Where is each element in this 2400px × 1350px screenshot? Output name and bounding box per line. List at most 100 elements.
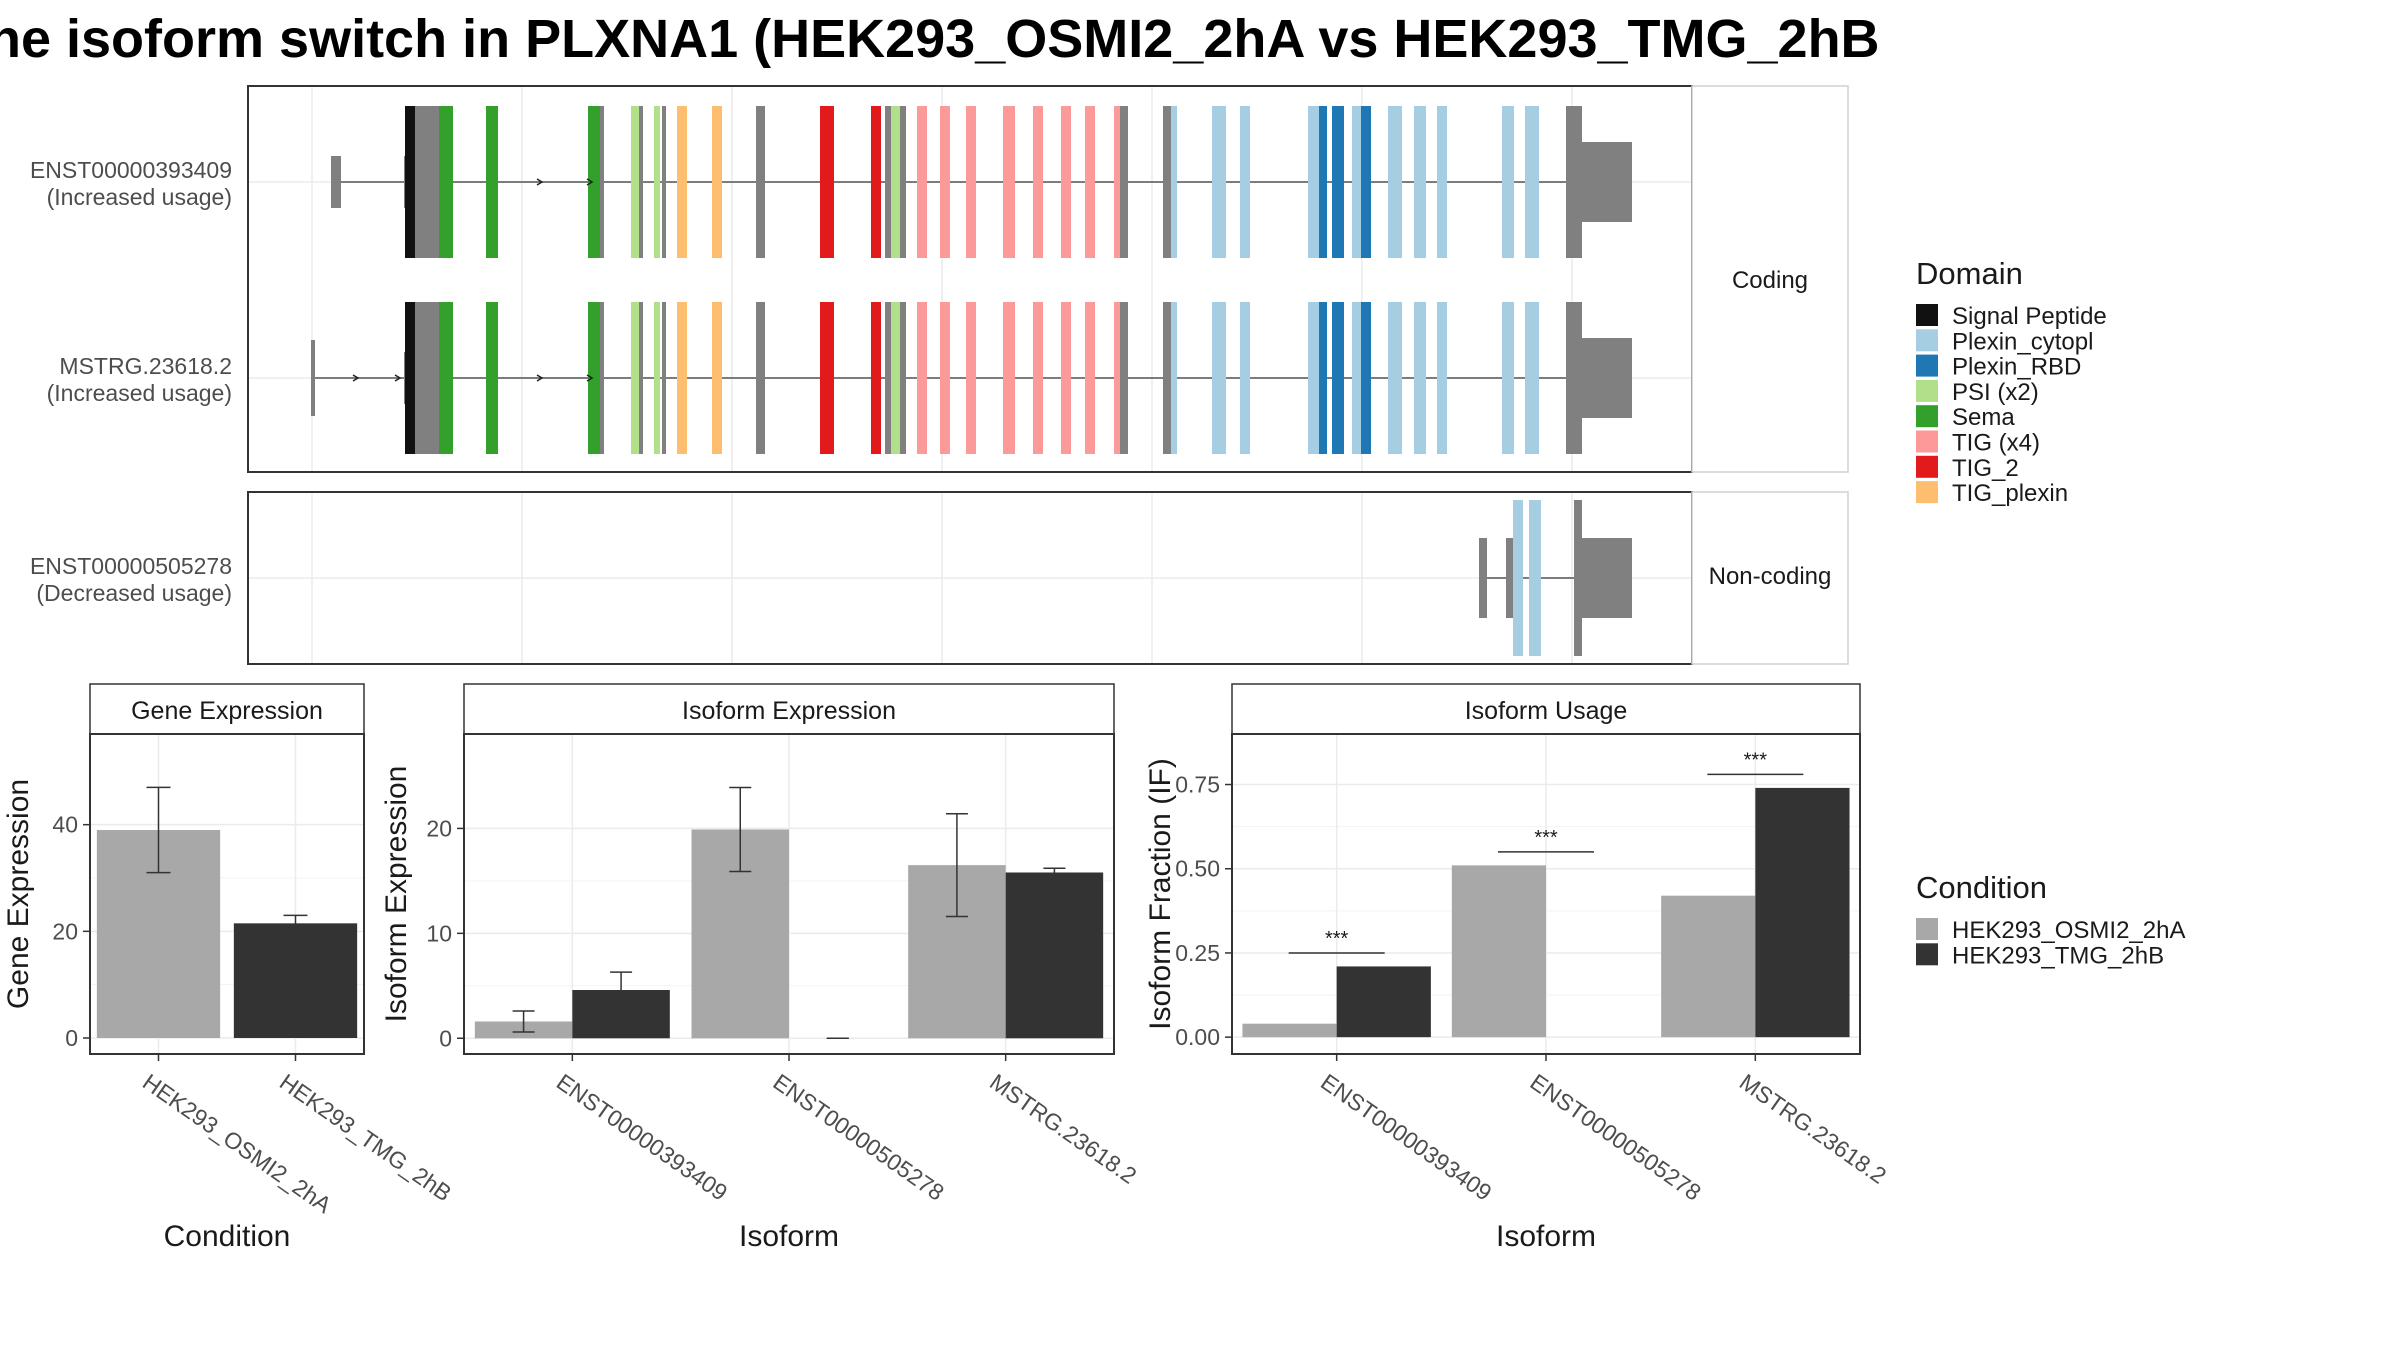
coding-exon <box>1033 106 1043 258</box>
significance-label: *** <box>1325 928 1349 950</box>
x-tick-label: MSTRG.23618.2 <box>1735 1069 1891 1189</box>
transcript-usage-label: (Increased usage) <box>47 184 232 210</box>
coding-exon <box>900 106 906 258</box>
transcript-id-label: ENST00000505278 <box>30 553 232 579</box>
coding-exon <box>588 106 600 258</box>
coding-exon <box>712 106 722 258</box>
coding-exon <box>1566 106 1576 258</box>
coding-exon <box>885 302 891 454</box>
coding-exon <box>1061 106 1071 258</box>
coding-exon <box>917 106 927 258</box>
coding-exon <box>1388 106 1402 258</box>
legend-label: TIG_2 <box>1952 455 2019 482</box>
coding-exon <box>1525 106 1539 258</box>
panel-border <box>89 733 365 1055</box>
coding-exon <box>662 302 666 454</box>
coding-exon <box>486 302 498 454</box>
coding-exon <box>1120 106 1128 258</box>
coding-exon <box>1332 106 1344 258</box>
coding-exon <box>900 302 906 454</box>
x-tick-label: ENST00000393409 <box>552 1069 732 1206</box>
transcript-track <box>331 106 1632 258</box>
coding-exon <box>1361 106 1371 258</box>
legends: Domain Signal PeptidePlexin_cytoplPlexin_… <box>1916 256 2185 969</box>
y-tick-label: 0.75 <box>1175 772 1220 798</box>
legend-key <box>1916 329 1938 352</box>
y-tick-label: 0.50 <box>1175 856 1220 882</box>
coding-exon <box>940 302 950 454</box>
coding-exon <box>662 106 666 258</box>
transcript-id-label: ENST00000393409 <box>30 157 232 183</box>
coding-exon <box>1120 302 1128 454</box>
transcript-track <box>1479 500 1632 656</box>
bar-panels: Gene Expression02040HEK293_OSMI2_2hAHEK2… <box>2 683 1891 1253</box>
panel-title: Isoform Usage <box>1465 697 1628 725</box>
noncoding-exon <box>1479 538 1487 618</box>
legend-label: Signal Peptide <box>1952 303 2107 330</box>
coding-exon <box>631 302 639 454</box>
coding-exon <box>871 106 881 258</box>
y-tick-label: 20 <box>426 815 452 841</box>
bar <box>1755 787 1850 1038</box>
direction-arrow <box>586 178 594 186</box>
legend-key <box>1916 354 1938 377</box>
noncoding-exon <box>1574 500 1582 656</box>
coding-exon <box>1085 302 1095 454</box>
transcript-usage-label: (Decreased usage) <box>36 580 232 606</box>
coding-exon <box>415 302 427 454</box>
y-axis-title: Isoform Fraction (IF) <box>1144 758 1177 1030</box>
y-tick-label: 40 <box>52 812 78 838</box>
coding-exon <box>756 106 765 258</box>
coding-exon <box>1502 302 1514 454</box>
coding-exon <box>1171 302 1177 454</box>
legend-label: TIG (x4) <box>1952 430 2040 457</box>
coding-exon <box>639 302 643 454</box>
coding-exon <box>1361 302 1371 454</box>
direction-arrow <box>536 178 544 186</box>
coding-exon <box>1388 302 1402 454</box>
coding-exon <box>820 106 826 258</box>
panel-strip <box>1231 683 1861 735</box>
noncoding-exon <box>1506 538 1514 618</box>
legend-label: PSI (x2) <box>1952 379 2039 406</box>
noncoding-strip-label: Non-coding <box>1709 563 1832 590</box>
coding-exon <box>1502 106 1514 258</box>
y-tick-label: 0 <box>439 1025 452 1051</box>
coding-exon <box>1163 302 1171 454</box>
coding-exon <box>1085 106 1095 258</box>
coding-exon <box>427 302 439 454</box>
coding-exon <box>1308 302 1320 454</box>
direction-arrow <box>536 374 544 382</box>
bar <box>1451 865 1546 1038</box>
coding-exon <box>1114 106 1124 258</box>
noncoding-exon <box>1529 500 1541 656</box>
x-tick-label: ENST00000505278 <box>1525 1069 1705 1206</box>
facet-strip <box>1691 491 1849 665</box>
bar <box>1661 895 1756 1038</box>
coding-strip-label: Coding <box>1732 267 1808 294</box>
coding-exon <box>405 106 415 258</box>
direction-arrow <box>586 374 594 382</box>
noncoding-exon <box>1513 500 1523 656</box>
coding-exon <box>1240 106 1250 258</box>
bar <box>233 923 358 1038</box>
bar-panel: Isoform Usage 0.00 0.25 0.50 0.75 *** *** *** EN… <box>1144 683 1891 1253</box>
bar <box>1005 872 1104 1039</box>
coding-exon <box>1212 106 1226 258</box>
coding-exon <box>885 106 891 258</box>
x-axis-title: Condition <box>164 1220 291 1253</box>
bar-panel: Isoform Expression 0 10 20 ENST00000393409 EN… <box>380 683 1141 1253</box>
coding-exon <box>588 302 600 454</box>
coding-exon <box>439 106 453 258</box>
coding-exon <box>1003 106 1015 258</box>
coding-exon <box>654 106 660 258</box>
coding-exon <box>439 302 453 454</box>
legend-label: HEK293_OSMI2_2hA <box>1952 917 2185 944</box>
coding-exon <box>1566 302 1576 454</box>
coding-exon <box>631 106 639 258</box>
direction-arrow <box>352 374 360 382</box>
coding-exon <box>871 302 881 454</box>
utr-exon <box>1580 338 1632 418</box>
panel-title: Gene Expression <box>131 697 323 725</box>
